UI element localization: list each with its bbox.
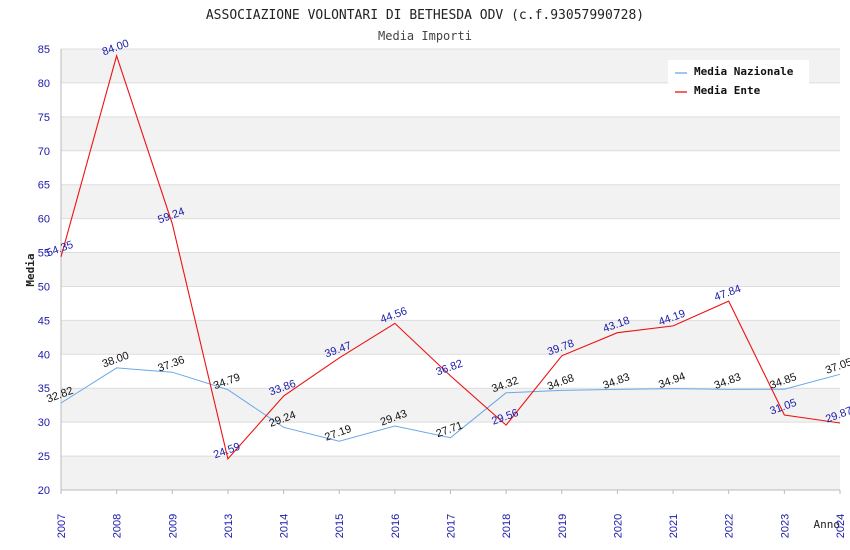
y-tick-label: 65 (38, 180, 50, 192)
y-tick-label: 30 (38, 417, 50, 429)
y-tick-label: 40 (38, 349, 50, 361)
grid-bands (61, 49, 840, 490)
x-tick-label: 2014 (279, 514, 291, 538)
x-axis-label: Anno (814, 518, 841, 531)
y-tick-label: 25 (38, 451, 50, 463)
x-tick-label: 2016 (390, 514, 402, 538)
x-tick-label: 2015 (334, 514, 346, 538)
legend-label-media-ente: Media Ente (694, 84, 761, 97)
x-tick-label: 2024 (835, 514, 847, 538)
y-tick-label: 85 (38, 44, 50, 56)
chart-title: ASSOCIAZIONE VOLONTARI DI BETHESDA ODV (… (206, 8, 644, 23)
grid-band (61, 116, 840, 151)
x-tick-label: 2020 (612, 514, 624, 538)
legend-box (668, 60, 809, 101)
y-tick-label: 75 (38, 112, 50, 124)
x-tick-label: 2022 (724, 514, 736, 538)
y-tick-labels: 20 25 30 35 40 45 50 55 60 65 70 75 80 85 (38, 44, 50, 497)
x-tick-label: 2017 (446, 514, 458, 538)
chart-subtitle: Media Importi (378, 29, 472, 43)
y-axis-label: Media (24, 253, 37, 286)
x-tick-label: 2021 (668, 514, 680, 538)
y-tick-label: 70 (38, 146, 50, 158)
y-tick-label: 35 (38, 383, 50, 395)
y-tick-label: 20 (38, 485, 50, 497)
grid-band (61, 320, 840, 355)
series-line-media-nazionale (60, 367, 841, 442)
grid-band (61, 388, 840, 423)
grid-band (61, 252, 840, 287)
legend-label-media-nazionale: Media Nazionale (694, 65, 794, 78)
x-tick-label: 2008 (112, 514, 124, 538)
axes (60, 49, 841, 494)
series-lines (60, 53, 841, 461)
y-tick-label: 45 (38, 315, 50, 327)
y-tick-label: 50 (38, 281, 50, 293)
y-tick-label: 80 (38, 78, 50, 90)
y-tick-label: 55 (38, 248, 50, 260)
x-tick-label: 2023 (779, 514, 791, 538)
x-tick-label: 2019 (557, 514, 569, 538)
x-tick-label: 2013 (223, 514, 235, 538)
data-label-media-nazionale: 37.05 (824, 356, 850, 377)
y-tick-label: 60 (38, 214, 50, 226)
x-tick-label: 2009 (167, 514, 179, 538)
series-line-media-ente (60, 53, 841, 461)
x-tick-labels: 2007 2008 2009 2013 2014 2015 2016 2017 2018 2019… (56, 514, 847, 538)
x-tick-label: 2018 (501, 514, 513, 538)
x-tick-label: 2007 (56, 514, 68, 538)
grid-band (61, 456, 840, 490)
legend: Media Nazionale Media Ente (668, 60, 809, 101)
grid-band (61, 184, 840, 219)
